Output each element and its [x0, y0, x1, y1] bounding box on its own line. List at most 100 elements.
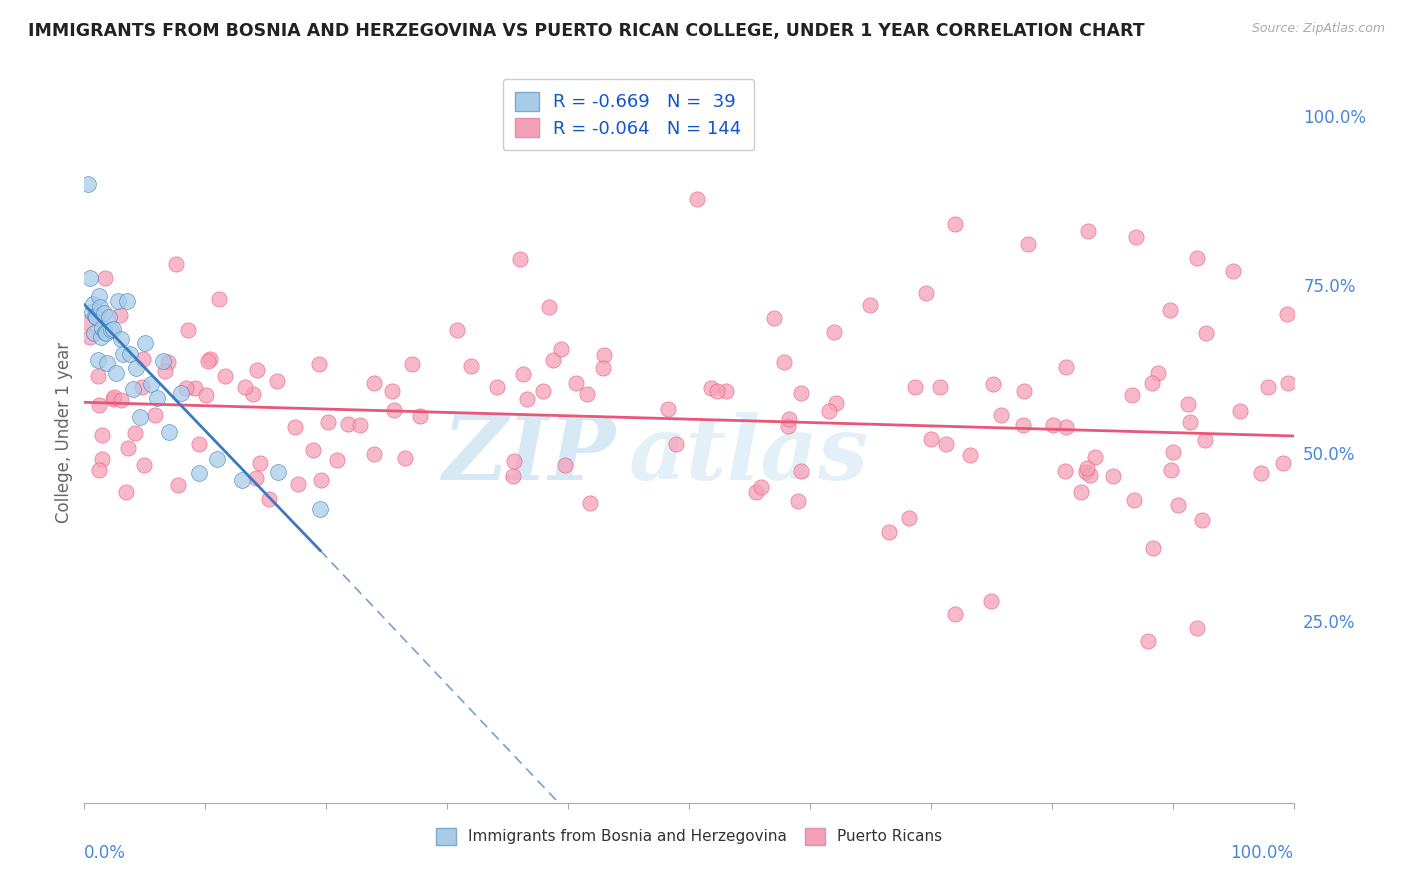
Point	[132, 458, 155, 472]
Point	[1185, 251, 1208, 265]
Point	[502, 468, 524, 483]
Point	[762, 311, 785, 326]
Point	[657, 401, 679, 416]
Point	[89, 300, 111, 314]
Point	[94, 326, 117, 340]
Point	[214, 369, 236, 384]
Text: IMMIGRANTS FROM BOSNIA AND HERZEGOVINA VS PUERTO RICAN COLLEGE, UNDER 1 YEAR COR: IMMIGRANTS FROM BOSNIA AND HERZEGOVINA V…	[28, 22, 1144, 40]
Point	[981, 377, 1004, 392]
Point	[91, 428, 114, 442]
Point	[1078, 467, 1101, 482]
Point	[749, 479, 772, 493]
Point	[1076, 465, 1098, 479]
Point	[409, 409, 432, 423]
Point	[943, 607, 966, 622]
Point	[115, 485, 138, 500]
Point	[231, 473, 253, 487]
Point	[877, 524, 900, 539]
Point	[1121, 388, 1143, 402]
Point	[460, 359, 482, 373]
Point	[83, 326, 105, 341]
Point	[198, 352, 221, 367]
Point	[1229, 404, 1251, 418]
Point	[245, 362, 267, 376]
Point	[502, 454, 524, 468]
Point	[1257, 379, 1279, 393]
Point	[94, 270, 117, 285]
Point	[89, 462, 111, 476]
Point	[550, 343, 572, 357]
Point	[1142, 376, 1164, 390]
Point	[86, 310, 108, 325]
Point	[382, 403, 405, 417]
Point	[233, 380, 256, 394]
Point	[316, 415, 339, 429]
Point	[79, 270, 101, 285]
Point	[576, 387, 599, 401]
Point	[165, 257, 187, 271]
Point	[110, 332, 132, 346]
Point	[267, 465, 290, 479]
Point	[152, 354, 174, 368]
Point	[100, 322, 122, 336]
Point	[157, 354, 180, 368]
Point	[1076, 460, 1098, 475]
Point	[87, 368, 110, 383]
Point	[935, 437, 957, 451]
Point	[80, 304, 103, 318]
Point	[1250, 466, 1272, 480]
Point	[110, 392, 132, 407]
Point	[91, 452, 114, 467]
Point	[77, 177, 100, 191]
Point	[208, 293, 231, 307]
Point	[194, 388, 217, 402]
Point	[1070, 484, 1092, 499]
Text: 100.0%: 100.0%	[1230, 844, 1294, 862]
Point	[1017, 237, 1039, 252]
Point	[823, 325, 845, 339]
Point	[284, 419, 307, 434]
Point	[401, 357, 423, 371]
Point	[579, 496, 602, 510]
Point	[1160, 463, 1182, 477]
Point	[980, 594, 1002, 608]
Point	[543, 353, 565, 368]
Point	[898, 510, 921, 524]
Point	[188, 466, 211, 480]
Point	[131, 380, 153, 394]
Point	[1222, 264, 1244, 278]
Point	[115, 293, 138, 308]
Point	[1102, 469, 1125, 483]
Point	[309, 501, 332, 516]
Point	[920, 433, 942, 447]
Text: ZIP: ZIP	[443, 411, 616, 498]
Point	[1084, 450, 1107, 465]
Point	[1275, 307, 1298, 321]
Point	[686, 192, 709, 206]
Point	[1012, 417, 1035, 432]
Point	[904, 379, 927, 393]
Point	[825, 396, 848, 410]
Point	[349, 418, 371, 433]
Point	[772, 354, 794, 368]
Point	[82, 297, 104, 311]
Point	[1272, 456, 1295, 470]
Point	[94, 326, 117, 340]
Point	[108, 308, 131, 322]
Legend: Immigrants from Bosnia and Herzegovina, Puerto Ricans: Immigrants from Bosnia and Herzegovina, …	[430, 822, 948, 851]
Point	[103, 391, 125, 405]
Point	[91, 320, 114, 334]
Point	[509, 252, 531, 266]
Point	[531, 384, 554, 399]
Text: 0.0%: 0.0%	[84, 844, 127, 862]
Point	[1277, 376, 1299, 391]
Point	[153, 364, 176, 378]
Point	[381, 384, 404, 399]
Point	[516, 392, 538, 406]
Point	[778, 419, 800, 434]
Point	[75, 315, 97, 329]
Point	[167, 478, 190, 492]
Point	[1053, 464, 1076, 478]
Point	[1042, 417, 1064, 432]
Point	[139, 376, 162, 391]
